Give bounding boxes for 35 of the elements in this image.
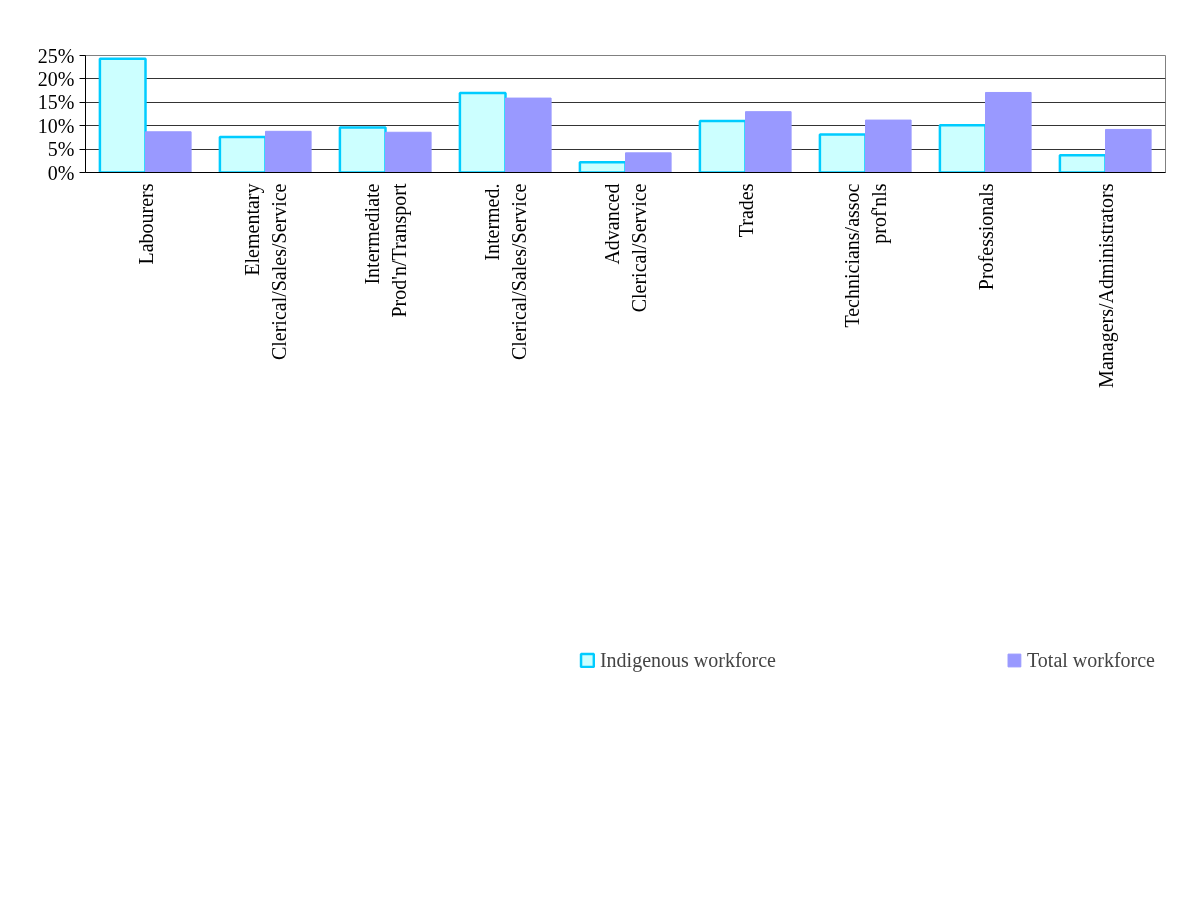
bar <box>145 131 192 173</box>
x-tick-label: Managers/Administrators <box>1094 183 1118 388</box>
bar <box>98 57 147 173</box>
x-tick-label: Advanced Clerical/Service <box>601 183 650 313</box>
x-tick-label: Elementary Clerical/Sales/Service <box>241 183 290 361</box>
x-tick-label: Technicians/assoc prof'nls <box>841 183 891 328</box>
x-tick-label: Intermed. Clerical/Sales/Service <box>481 183 530 361</box>
y-tick-label: 10% <box>37 114 75 137</box>
y-tick-label: 25% <box>37 44 75 67</box>
x-tick-label: Trades <box>734 183 757 238</box>
bar <box>938 123 987 173</box>
y-tick-label: 0% <box>47 161 75 184</box>
bar <box>458 91 507 173</box>
bar <box>385 131 432 173</box>
bar <box>338 126 387 173</box>
legend-label: Indigenous workforce <box>599 648 776 672</box>
bar <box>985 91 1032 173</box>
x-tick-label: Professionals <box>974 183 997 291</box>
y-tick-label: 15% <box>37 91 75 114</box>
bar <box>265 130 312 173</box>
bar <box>1058 153 1107 173</box>
bar <box>625 152 672 173</box>
bar <box>1105 128 1152 173</box>
bar <box>505 97 552 173</box>
bar <box>698 119 747 173</box>
legend-label: Total workforce <box>1027 648 1155 672</box>
bar <box>745 111 792 173</box>
x-tick-label: Intermediate Prod'n/Transport <box>361 183 411 318</box>
y-tick-label: 20% <box>37 67 75 90</box>
bar <box>818 133 867 173</box>
y-tick-label: 5% <box>47 138 75 161</box>
bar <box>865 119 912 173</box>
bar <box>218 135 267 173</box>
x-tick-label: Labourers <box>134 183 157 265</box>
bar <box>578 160 627 173</box>
